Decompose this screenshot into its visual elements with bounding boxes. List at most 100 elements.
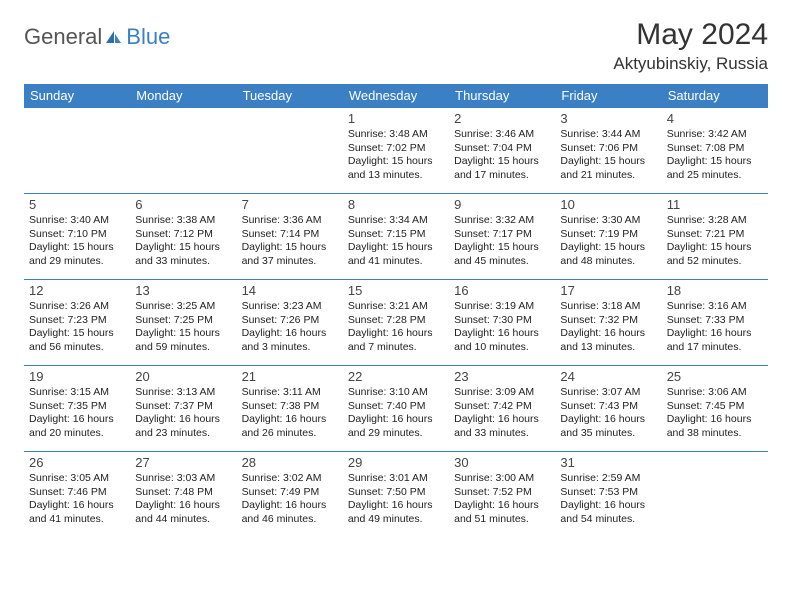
day-number: 14 — [242, 283, 338, 298]
day-info: Sunrise: 3:21 AMSunset: 7:28 PMDaylight:… — [348, 300, 444, 355]
day-cell: 4 Sunrise: 3:42 AMSunset: 7:08 PMDaylight… — [662, 108, 768, 194]
day-info: Sunrise: 3:23 AMSunset: 7:26 PMDaylight:… — [242, 300, 338, 355]
day-cell: 6 Sunrise: 3:38 AMSunset: 7:12 PMDaylight… — [130, 194, 236, 280]
empty-cell — [662, 452, 768, 538]
day-number: 5 — [29, 197, 125, 212]
day-number: 15 — [348, 283, 444, 298]
day-info: Sunrise: 3:15 AMSunset: 7:35 PMDaylight:… — [29, 386, 125, 441]
day-header: Sunday — [24, 84, 130, 108]
day-number: 17 — [560, 283, 656, 298]
day-number: 24 — [560, 369, 656, 384]
header: General Blue May 2024 Aktyubinskiy, Russ… — [24, 18, 768, 74]
day-cell: 12Sunrise: 3:26 AMSunset: 7:23 PMDayligh… — [24, 280, 130, 366]
day-cell: 15 Sunrise: 3:21 AMSunset: 7:28 PMDayligh… — [343, 280, 449, 366]
day-info: Sunrise: 3:19 AMSunset: 7:30 PMDaylight:… — [454, 300, 550, 355]
day-cell: 21 Sunrise: 3:11 AMSunset: 7:38 PMDayligh… — [237, 366, 343, 452]
calendar-body: 1Sunrise: 3:48 AMSunset: 7:02 PMDaylight… — [24, 108, 768, 538]
empty-cell — [130, 108, 236, 194]
calendar-page: General Blue May 2024 Aktyubinskiy, Russ… — [0, 0, 792, 556]
logo-text-general: General — [24, 24, 102, 50]
day-cell: 22 Sunrise: 3:10 AMSunset: 7:40 PMDayligh… — [343, 366, 449, 452]
month-title: May 2024 — [613, 18, 768, 52]
day-number: 22 — [348, 369, 444, 384]
day-number: 4 — [667, 111, 763, 126]
day-cell: 2Sunrise: 3:46 AMSunset: 7:04 PMDaylight… — [449, 108, 555, 194]
day-cell: 5 Sunrise: 3:40 AMSunset: 7:10 PMDaylight… — [24, 194, 130, 280]
day-info: Sunrise: 3:46 AMSunset: 7:04 PMDaylight:… — [454, 128, 550, 183]
day-cell: 27Sunrise: 3:03 AMSunset: 7:48 PMDayligh… — [130, 452, 236, 538]
day-info: Sunrise: 3:44 AMSunset: 7:06 PMDaylight:… — [560, 128, 656, 183]
day-cell: 10Sunrise: 3:30 AMSunset: 7:19 PMDayligh… — [555, 194, 661, 280]
logo-text-blue: Blue — [126, 24, 170, 50]
day-cell: 30Sunrise: 3:00 AMSunset: 7:52 PMDayligh… — [449, 452, 555, 538]
day-header-row: SundayMondayTuesdayWednesdayThursdayFrid… — [24, 84, 768, 108]
day-info: Sunrise: 3:06 AMSunset: 7:45 PMDaylight:… — [667, 386, 763, 441]
day-cell: 26 Sunrise: 3:05 AMSunset: 7:46 PMDayligh… — [24, 452, 130, 538]
day-cell: 24Sunrise: 3:07 AMSunset: 7:43 PMDayligh… — [555, 366, 661, 452]
day-info: Sunrise: 3:25 AMSunset: 7:25 PMDaylight:… — [135, 300, 231, 355]
day-number: 26 — [29, 455, 125, 470]
day-cell: 20Sunrise: 3:13 AMSunset: 7:37 PMDayligh… — [130, 366, 236, 452]
day-cell: 19 Sunrise: 3:15 AMSunset: 7:35 PMDayligh… — [24, 366, 130, 452]
day-number: 18 — [667, 283, 763, 298]
calendar-row: 26 Sunrise: 3:05 AMSunset: 7:46 PMDayligh… — [24, 452, 768, 538]
day-number: 6 — [135, 197, 231, 212]
day-number: 31 — [560, 455, 656, 470]
day-cell: 23 Sunrise: 3:09 AMSunset: 7:42 PMDayligh… — [449, 366, 555, 452]
day-cell: 17 Sunrise: 3:18 AMSunset: 7:32 PMDayligh… — [555, 280, 661, 366]
title-block: May 2024 Aktyubinskiy, Russia — [613, 18, 768, 74]
day-number: 7 — [242, 197, 338, 212]
day-number: 25 — [667, 369, 763, 384]
day-info: Sunrise: 3:16 AMSunset: 7:33 PMDaylight:… — [667, 300, 763, 355]
calendar-table: SundayMondayTuesdayWednesdayThursdayFrid… — [24, 84, 768, 538]
day-number: 27 — [135, 455, 231, 470]
location: Aktyubinskiy, Russia — [613, 54, 768, 74]
logo-sail-icon — [104, 29, 124, 45]
day-info: Sunrise: 3:36 AMSunset: 7:14 PMDaylight:… — [242, 214, 338, 269]
day-info: Sunrise: 3:32 AMSunset: 7:17 PMDaylight:… — [454, 214, 550, 269]
day-number: 29 — [348, 455, 444, 470]
day-header: Friday — [555, 84, 661, 108]
day-cell: 3Sunrise: 3:44 AMSunset: 7:06 PMDaylight… — [555, 108, 661, 194]
day-header: Thursday — [449, 84, 555, 108]
day-number: 1 — [348, 111, 444, 126]
day-header: Saturday — [662, 84, 768, 108]
day-info: Sunrise: 3:13 AMSunset: 7:37 PMDaylight:… — [135, 386, 231, 441]
day-number: 28 — [242, 455, 338, 470]
day-number: 11 — [667, 197, 763, 212]
day-cell: 18 Sunrise: 3:16 AMSunset: 7:33 PMDayligh… — [662, 280, 768, 366]
day-cell: 9Sunrise: 3:32 AMSunset: 7:17 PMDaylight… — [449, 194, 555, 280]
day-info: Sunrise: 3:42 AMSunset: 7:08 PMDaylight:… — [667, 128, 763, 183]
day-cell: 25 Sunrise: 3:06 AMSunset: 7:45 PMDayligh… — [662, 366, 768, 452]
day-cell: 29 Sunrise: 3:01 AMSunset: 7:50 PMDayligh… — [343, 452, 449, 538]
day-cell: 11 Sunrise: 3:28 AMSunset: 7:21 PMDayligh… — [662, 194, 768, 280]
day-info: Sunrise: 3:01 AMSunset: 7:50 PMDaylight:… — [348, 472, 444, 527]
calendar-row: 1Sunrise: 3:48 AMSunset: 7:02 PMDaylight… — [24, 108, 768, 194]
day-cell: 14 Sunrise: 3:23 AMSunset: 7:26 PMDayligh… — [237, 280, 343, 366]
day-number: 19 — [29, 369, 125, 384]
day-info: Sunrise: 3:09 AMSunset: 7:42 PMDaylight:… — [454, 386, 550, 441]
empty-cell — [24, 108, 130, 194]
day-cell: 7 Sunrise: 3:36 AMSunset: 7:14 PMDaylight… — [237, 194, 343, 280]
day-info: Sunrise: 3:38 AMSunset: 7:12 PMDaylight:… — [135, 214, 231, 269]
calendar-row: 12Sunrise: 3:26 AMSunset: 7:23 PMDayligh… — [24, 280, 768, 366]
day-info: Sunrise: 3:05 AMSunset: 7:46 PMDaylight:… — [29, 472, 125, 527]
calendar-row: 19 Sunrise: 3:15 AMSunset: 7:35 PMDayligh… — [24, 366, 768, 452]
day-number: 12 — [29, 283, 125, 298]
day-info: Sunrise: 3:30 AMSunset: 7:19 PMDaylight:… — [560, 214, 656, 269]
logo: General Blue — [24, 18, 170, 50]
day-info: Sunrise: 3:11 AMSunset: 7:38 PMDaylight:… — [242, 386, 338, 441]
calendar-row: 5 Sunrise: 3:40 AMSunset: 7:10 PMDaylight… — [24, 194, 768, 280]
day-info: Sunrise: 3:40 AMSunset: 7:10 PMDaylight:… — [29, 214, 125, 269]
day-header: Monday — [130, 84, 236, 108]
day-header: Tuesday — [237, 84, 343, 108]
day-info: Sunrise: 3:10 AMSunset: 7:40 PMDaylight:… — [348, 386, 444, 441]
day-cell: 31Sunrise: 2:59 AMSunset: 7:53 PMDayligh… — [555, 452, 661, 538]
day-info: Sunrise: 3:18 AMSunset: 7:32 PMDaylight:… — [560, 300, 656, 355]
day-info: Sunrise: 3:28 AMSunset: 7:21 PMDaylight:… — [667, 214, 763, 269]
day-number: 21 — [242, 369, 338, 384]
day-header: Wednesday — [343, 84, 449, 108]
day-info: Sunrise: 3:00 AMSunset: 7:52 PMDaylight:… — [454, 472, 550, 527]
day-cell: 28Sunrise: 3:02 AMSunset: 7:49 PMDayligh… — [237, 452, 343, 538]
day-number: 23 — [454, 369, 550, 384]
